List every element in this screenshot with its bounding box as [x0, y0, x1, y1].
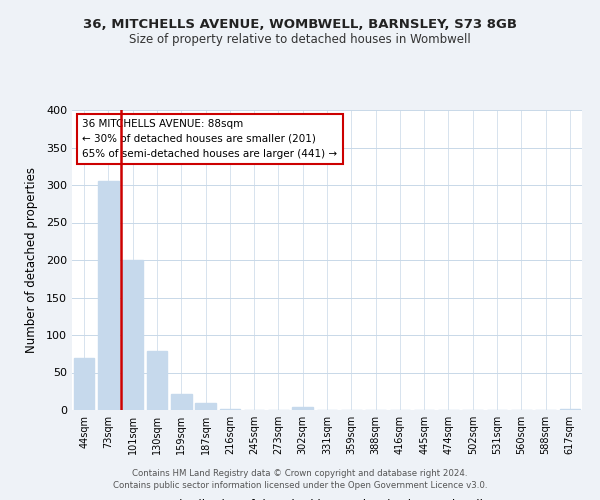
- Bar: [146, 351, 167, 410]
- Bar: [292, 407, 313, 410]
- Bar: [74, 358, 94, 410]
- Text: 36, MITCHELLS AVENUE, WOMBWELL, BARNSLEY, S73 8GB: 36, MITCHELLS AVENUE, WOMBWELL, BARNSLEY…: [83, 18, 517, 30]
- Y-axis label: Number of detached properties: Number of detached properties: [25, 167, 38, 353]
- Bar: [171, 394, 191, 410]
- Bar: [122, 260, 143, 410]
- Text: 36 MITCHELLS AVENUE: 88sqm
← 30% of detached houses are smaller (201)
65% of sem: 36 MITCHELLS AVENUE: 88sqm ← 30% of deta…: [82, 119, 337, 158]
- X-axis label: Distribution of detached houses by size in Wombwell: Distribution of detached houses by size …: [170, 498, 484, 500]
- Bar: [98, 181, 119, 410]
- Text: Size of property relative to detached houses in Wombwell: Size of property relative to detached ho…: [129, 32, 471, 46]
- Bar: [560, 408, 580, 410]
- Bar: [220, 408, 240, 410]
- Bar: [195, 402, 216, 410]
- Text: Contains HM Land Registry data © Crown copyright and database right 2024.: Contains HM Land Registry data © Crown c…: [132, 468, 468, 477]
- Text: Contains public sector information licensed under the Open Government Licence v3: Contains public sector information licen…: [113, 481, 487, 490]
